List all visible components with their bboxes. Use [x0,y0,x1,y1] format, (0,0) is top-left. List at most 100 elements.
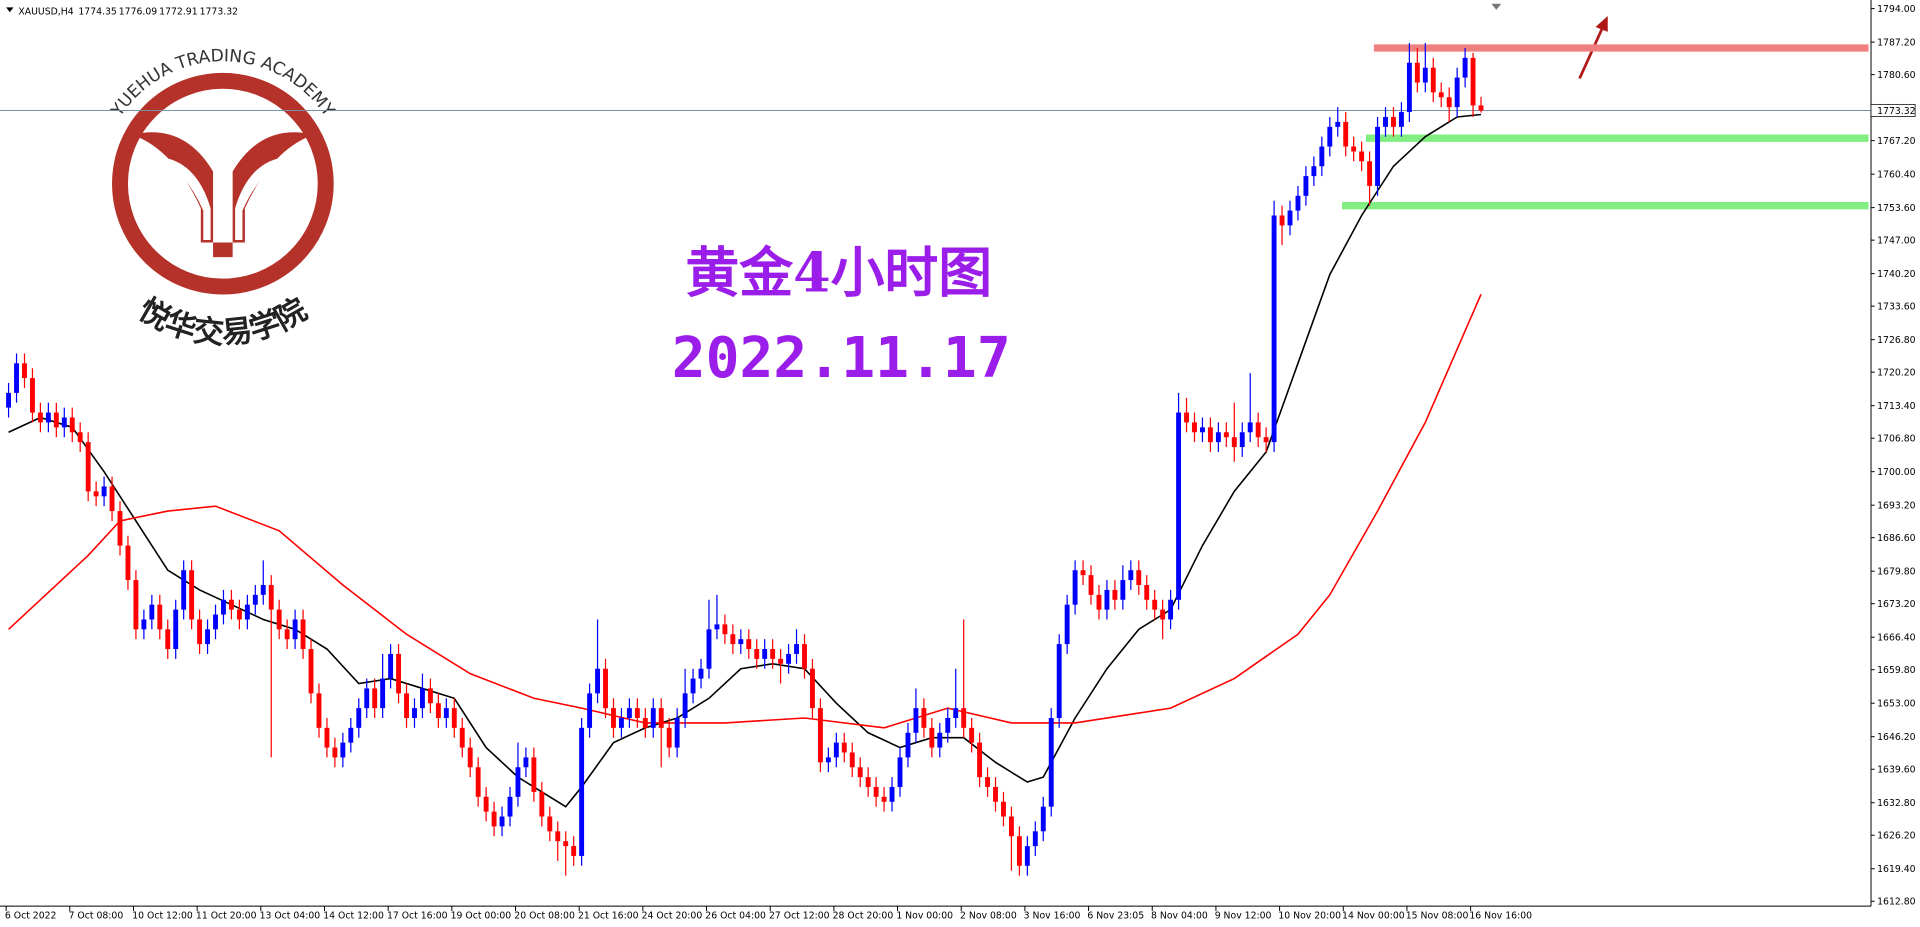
candle-body [1279,215,1285,226]
candle-body [937,732,943,748]
candle-body [634,708,640,718]
candle-body [1375,126,1380,186]
candle-body [953,708,959,718]
candle-body [1120,580,1126,600]
y-tick-label: 1753.60 [1877,203,1916,214]
candle-body [1192,422,1197,433]
candle-body [1247,422,1253,433]
last-price-tag [1870,103,1916,117]
candle-body [682,693,688,718]
candle-body [236,609,242,620]
candle-body [483,796,489,812]
y-tick-label: 1720.20 [1877,367,1916,378]
candle-body [435,703,441,718]
y-tick-label: 1639.60 [1877,765,1916,776]
candle-body [244,604,250,620]
candle-body [650,708,656,728]
candle-body [427,688,433,704]
candle-body [252,594,258,605]
candle-body [1040,806,1046,832]
x-tick-label: 10 Oct 12:00 [132,910,193,921]
candle-body [1008,816,1014,837]
candle-body [260,584,266,595]
candle-body [157,604,163,630]
candle-body [786,653,792,664]
header-value: 1773.32 [200,7,238,18]
logo-emblem-cut [156,156,289,241]
candle-body [1168,599,1174,620]
y-tick-label: 1706.80 [1877,433,1916,444]
y-tick-label: 1673.20 [1877,599,1916,610]
y-tick-label: 1794.00 [1877,4,1916,15]
x-tick-label: 14 Oct 12:00 [323,910,384,921]
candle-body [1470,57,1476,106]
candle-body [531,757,537,792]
candle-body [1160,609,1166,620]
candle-body [340,742,346,758]
candle-body [69,417,75,433]
candle-body [993,786,998,802]
candle-body [881,796,887,802]
candle-body [372,688,378,709]
header-ohlc: 1774.35 1776.09 1772.91 1773.32 [78,7,238,18]
candle-body [149,604,155,620]
candle-body [921,708,927,728]
candle-body [897,757,903,787]
candle-body [165,629,171,650]
candle-body [642,717,648,728]
candle-body [332,747,338,758]
y-tick-label: 1740.20 [1877,269,1916,280]
y-tick-label: 1619.40 [1877,864,1916,875]
candle-body [1327,126,1333,147]
candle-body [825,757,831,763]
x-tick-label: 17 Oct 16:00 [387,910,448,921]
header-value: 1774.35 [78,7,117,18]
x-tick-label: 16 Nov 16:00 [1469,910,1532,921]
candle-body [125,545,131,581]
chart-subtitle: 2022.11.17 [672,326,1011,391]
candle-body [292,619,298,640]
candle-body [1032,831,1038,847]
candle-body [1391,116,1396,127]
candle-body [547,816,553,832]
candle-body [1478,105,1484,111]
candle-body [515,767,521,797]
candle-body [1184,412,1189,423]
candle-body [714,624,720,630]
candle-body [794,644,799,654]
candle-body [1319,146,1325,167]
candle-body [499,816,505,827]
candle-body [746,639,752,650]
candle-body [1088,575,1094,595]
candle-body [666,727,672,748]
candle-body [404,693,409,718]
candle-body [268,584,274,610]
candle-body [1367,161,1373,186]
candle-body [1223,432,1229,438]
header-icon [6,7,14,13]
candle-body [205,629,210,645]
arrow-shaft [1578,26,1605,79]
x-tick-label: 19 Oct 00:00 [451,910,512,921]
candle-body [1359,151,1365,162]
candle-body [905,732,911,758]
candle-body [443,708,449,718]
candle-body [810,668,815,709]
y-tick-label: 1612.80 [1877,897,1916,908]
last-price-label: 1773.32 [1877,106,1915,117]
candle-body [1112,589,1118,600]
candle-body [356,708,362,728]
candle-body [1383,116,1388,127]
x-tick-label: 6 Nov 23:05 [1087,910,1144,921]
candle-body [276,609,282,630]
candle-body [945,717,951,733]
candle-body [1207,427,1213,443]
candle-body [1080,570,1086,576]
candle-body [977,742,983,778]
y-tick-label: 1733.60 [1877,301,1916,312]
candle-body [1215,432,1221,443]
shift-marker [1491,3,1502,10]
candle-body [762,649,768,659]
candle-body [849,752,855,768]
